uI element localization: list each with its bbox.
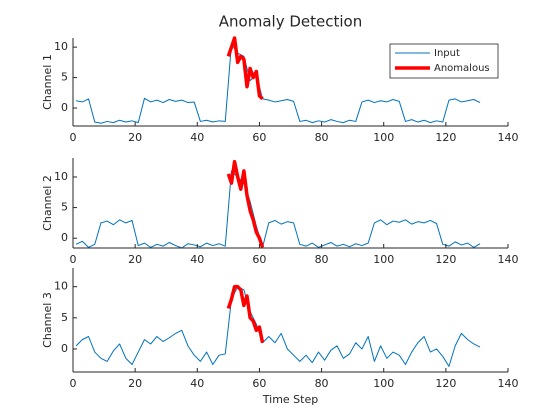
x-tick-label: 100	[373, 377, 394, 390]
legend-label: Anomalous	[434, 63, 490, 74]
x-tick-label: 140	[498, 377, 519, 390]
x-tick-label: 140	[498, 131, 519, 144]
x-tick-label: 20	[128, 131, 142, 144]
input-line	[76, 43, 481, 124]
y-tick-label: 0	[61, 101, 68, 114]
x-tick-label: 120	[435, 377, 456, 390]
x-tick-label: 120	[435, 131, 456, 144]
x-tick-label: 80	[315, 253, 329, 266]
y-axis-label: Channel 1	[41, 54, 54, 110]
x-tick-label: 40	[190, 253, 204, 266]
y-tick-label: 5	[61, 201, 68, 214]
x-tick-label: 0	[70, 131, 77, 144]
x-tick-label: 0	[70, 253, 77, 266]
x-tick-label: 0	[70, 377, 77, 390]
x-tick-label: 40	[190, 131, 204, 144]
anomalous-line	[226, 36, 264, 101]
x-tick-label: 140	[498, 253, 519, 266]
x-tick-label: 80	[315, 131, 329, 144]
x-axis-label: Time Step	[262, 393, 318, 406]
legend-box	[389, 43, 499, 79]
x-tick-label: 20	[128, 253, 142, 266]
y-tick-label: 10	[54, 280, 68, 293]
input-line	[75, 170, 481, 249]
x-tick-label: 20	[128, 377, 142, 390]
x-tick-label: 120	[435, 253, 456, 266]
y-tick-label: 10	[54, 40, 68, 53]
y-tick-label: 5	[61, 311, 68, 324]
y-axis-label: Channel 2	[41, 175, 54, 231]
x-tick-label: 40	[190, 377, 204, 390]
y-tick-label: 0	[61, 342, 68, 355]
chart-title: Anomaly Detection	[219, 13, 362, 31]
x-tick-label: 60	[252, 377, 266, 390]
x-tick-label: 80	[315, 377, 329, 390]
anomalous-line	[226, 159, 265, 248]
y-tick-label: 5	[61, 71, 68, 84]
anomalous-line	[226, 284, 265, 344]
input-line	[75, 286, 481, 367]
x-tick-label: 60	[252, 253, 266, 266]
y-axis-label: Channel 3	[41, 292, 54, 348]
y-tick-label: 0	[61, 231, 68, 244]
x-tick-label: 100	[373, 253, 394, 266]
y-tick-label: 10	[54, 170, 68, 183]
x-tick-label: 60	[252, 131, 266, 144]
legend-label: Input	[434, 48, 460, 59]
x-tick-label: 100	[373, 131, 394, 144]
